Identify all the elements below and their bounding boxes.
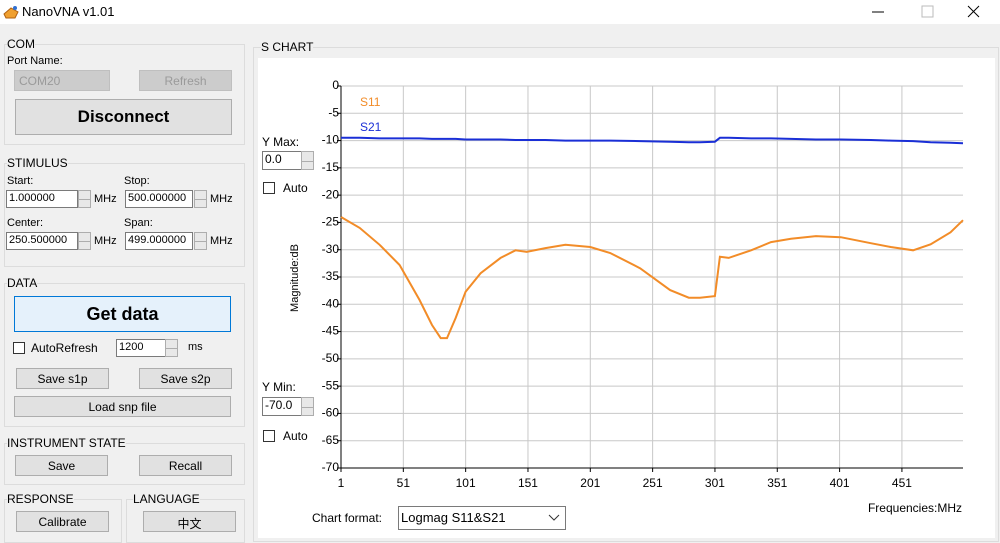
stop-input[interactable]: 500.000000 (125, 190, 193, 208)
unit: MHz (210, 235, 233, 247)
group-title: S CHART (261, 40, 314, 54)
legend-entry: S21 (360, 120, 382, 134)
y-tick-label: -40 (322, 296, 340, 310)
spinner[interactable] (194, 232, 207, 250)
spinner[interactable] (78, 232, 91, 250)
group-title: INSTRUMENT STATE (7, 436, 126, 450)
label: Port Name: (7, 55, 63, 67)
data-group (4, 283, 245, 427)
spinner[interactable] (165, 339, 178, 357)
y-tick-label: -5 (328, 105, 339, 119)
title-bar (0, 0, 1000, 24)
chart: 0 -5 -10 -15 -20 -25 -30 -35 -40 -45 -50 -55 -60 -65 -… (258, 58, 995, 538)
calibrate-button[interactable]: Calibrate (16, 511, 109, 532)
checkbox[interactable] (263, 182, 275, 194)
com-group (4, 44, 245, 145)
checkbox[interactable] (263, 430, 275, 442)
span-input[interactable]: 499.000000 (125, 232, 193, 250)
group-title: STIMULUS (7, 156, 68, 170)
legend-entry: S11 (360, 95, 381, 109)
y-tick-label: -60 (322, 406, 340, 420)
save-s1p-button[interactable]: Save s1p (16, 368, 109, 389)
x-tick-label: 201 (580, 476, 600, 490)
window-controls[interactable] (860, 0, 1000, 24)
y-tick-label: -35 (322, 269, 340, 283)
checkbox[interactable] (13, 342, 25, 354)
dropdown-arrow[interactable] (548, 514, 560, 522)
start-input[interactable]: 1.000000 (6, 190, 78, 208)
spinner[interactable] (194, 190, 207, 208)
spinner[interactable] (78, 190, 91, 208)
window-title: NanoVNA v1.01 (22, 4, 115, 19)
y-tick-label: -55 (322, 378, 340, 392)
spinner[interactable] (301, 397, 314, 416)
y-tick-label: -20 (322, 187, 340, 201)
x-tick-label: 351 (767, 476, 787, 490)
x-tick-label: 401 (830, 476, 850, 490)
ymin-input[interactable]: -70.0 (262, 397, 302, 416)
group-title: COM (7, 37, 35, 51)
language-button[interactable]: 中文 (143, 511, 236, 532)
unit: ms (188, 341, 203, 353)
y-tick-label: -25 (322, 215, 340, 229)
x-tick-label: 301 (705, 476, 725, 490)
y-axis-label: Magnitude:dB (289, 244, 301, 312)
x-tick-label: 101 (456, 476, 476, 490)
spinner[interactable] (301, 151, 314, 170)
group-title: LANGUAGE (133, 492, 200, 506)
unit: MHz (94, 193, 117, 205)
y-tick-label: -30 (322, 242, 340, 256)
label: Chart format: (312, 511, 383, 525)
save-button[interactable]: Save (15, 455, 108, 476)
x-tick-label: 51 (397, 476, 411, 490)
save-s2p-button[interactable]: Save s2p (139, 368, 232, 389)
label: Stop: (124, 175, 150, 187)
label: Span: (124, 217, 153, 229)
y-tick-label: -70 (322, 460, 340, 474)
y-tick-label: -10 (322, 133, 340, 147)
port-select[interactable]: COM20 (14, 70, 110, 91)
label: Start: (7, 175, 34, 187)
label: Y Max: (262, 135, 300, 149)
y-tick-label: -45 (322, 324, 340, 338)
get-data-button[interactable]: Get data (14, 296, 231, 332)
label: Y Min: (262, 380, 296, 394)
checkbox-label[interactable]: Auto (283, 429, 308, 443)
x-tick-label: 451 (892, 476, 912, 490)
app-icon (3, 6, 19, 19)
series-line (341, 136, 964, 145)
center-input[interactable]: 250.500000 (6, 232, 78, 250)
ymax-input[interactable]: 0.0 (262, 151, 302, 170)
format-select[interactable]: Logmag S11&S21 (398, 506, 566, 530)
y-tick-label: -50 (322, 351, 340, 365)
group-title: DATA (7, 276, 38, 290)
x-tick-label: 1 (338, 476, 345, 490)
x-axis-label: Frequencies:MHz (868, 501, 962, 515)
series-line (340, 216, 964, 340)
label: Center: (7, 217, 44, 229)
x-tick-label: 251 (643, 476, 663, 490)
refresh-button[interactable]: Refresh (139, 70, 232, 91)
recall-button[interactable]: Recall (139, 455, 232, 476)
chart-group (253, 47, 999, 542)
y-tick-label: 0 (332, 78, 339, 92)
checkbox-label[interactable]: Auto (283, 181, 308, 195)
group-title: RESPONSE (7, 492, 74, 506)
y-tick-label: -65 (322, 433, 340, 447)
load-button[interactable]: Load snp file (14, 396, 231, 417)
interval-input[interactable]: 1200 (116, 339, 166, 357)
unit: MHz (94, 235, 117, 247)
y-tick-label: -15 (322, 160, 340, 174)
x-tick-label: 151 (518, 476, 538, 490)
disconnect-button[interactable]: Disconnect (15, 99, 232, 135)
checkbox-label[interactable]: AutoRefresh (31, 341, 98, 355)
unit: MHz (210, 193, 233, 205)
stimulus-group (4, 163, 245, 267)
